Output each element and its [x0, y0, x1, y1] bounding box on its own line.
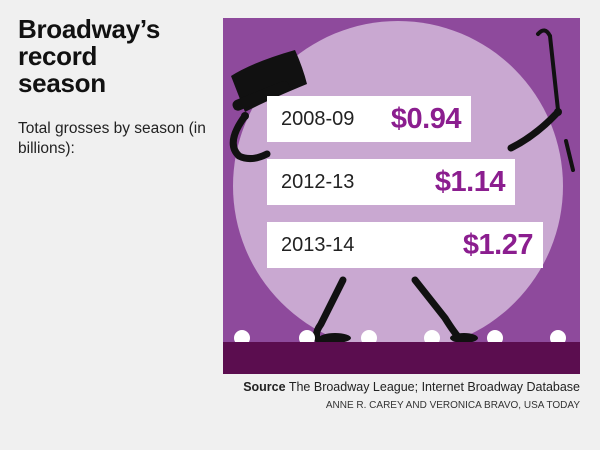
bar-value-label: $1.14: [434, 165, 506, 198]
bar: 2012-13 $1.14: [267, 159, 515, 205]
bar-category-label: 2008-09: [281, 107, 355, 130]
source-text: The Broadway League; Internet Broadway D…: [288, 380, 580, 394]
stage-floor: [223, 342, 580, 374]
chart-panel: 2008-09 $0.94 2012-13 $1.14 2013-14 $1.27: [223, 18, 580, 374]
bar-category-label: 2012-13: [281, 170, 355, 193]
bar: 2008-09 $0.94: [267, 96, 471, 142]
bar: 2013-14 $1.27: [267, 222, 543, 268]
bar-category-label: 2013-14: [281, 233, 355, 256]
headline: Broadway’s record season: [18, 16, 208, 97]
source-note: Source The Broadway League; Internet Bro…: [243, 380, 580, 394]
bar-value-label: $0.94: [390, 102, 462, 135]
source-label: Source: [243, 380, 286, 394]
headline-line: Broadway’s: [18, 14, 160, 44]
bar-value-label: $1.27: [462, 228, 534, 261]
headline-line: season: [18, 68, 106, 98]
headline-line: record: [18, 41, 98, 71]
top-hat-icon: [231, 50, 307, 112]
credit-line: ANNE R. CAREY AND VERONICA BRAVO, USA TO…: [325, 400, 580, 411]
stick-figure-icon: [229, 110, 560, 347]
subhead: Total grosses by season (in billions):: [18, 120, 206, 157]
